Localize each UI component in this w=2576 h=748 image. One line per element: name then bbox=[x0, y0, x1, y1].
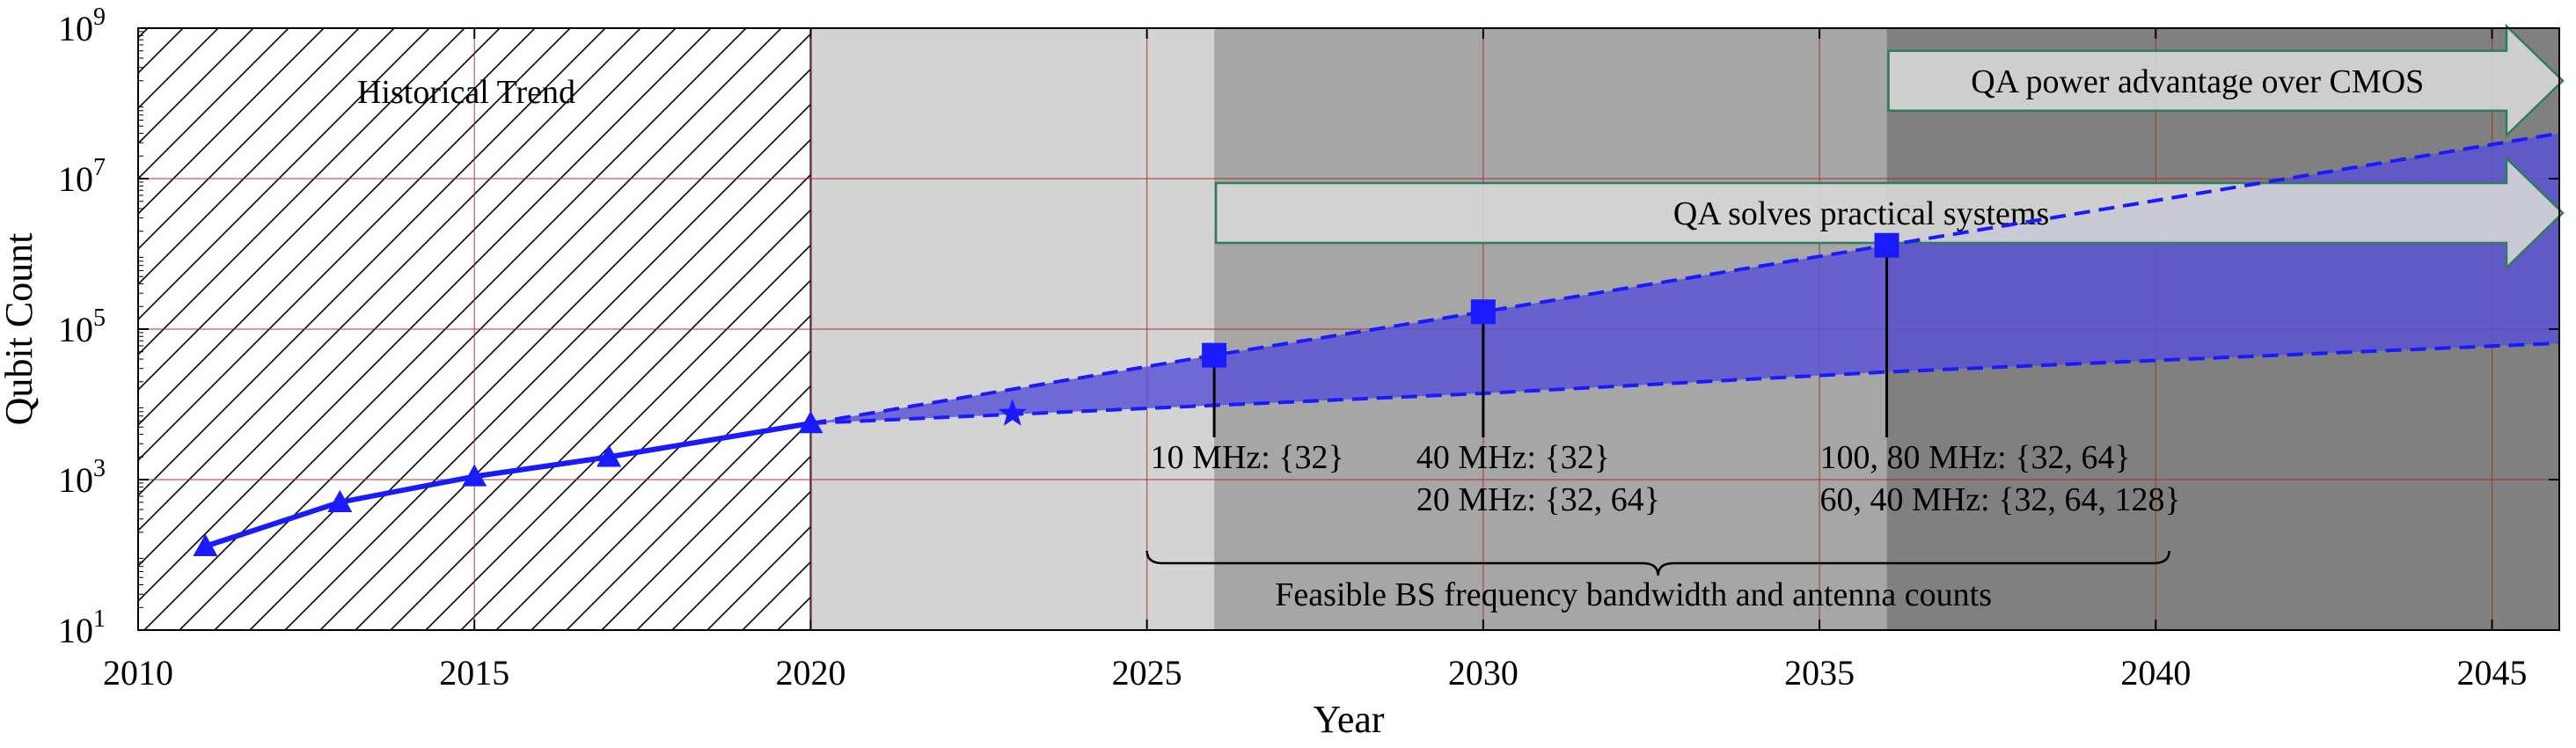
axis-ticks: 2010 2015 2020 2025 2030 2035 2040 2045 101 103 10… bbox=[58, 4, 2559, 693]
projection-band bbox=[810, 133, 2559, 424]
x-tick-label-2020: 2020 bbox=[775, 653, 845, 693]
x-tick-label-2030: 2030 bbox=[1448, 653, 1519, 693]
annotation-text-3-2: 60, 40 MHz: {32, 64, 128} bbox=[1820, 481, 2181, 518]
region-label-historical: Historical Trend bbox=[357, 74, 575, 111]
annotation-text-2-2: 20 MHz: {32, 64} bbox=[1416, 481, 1660, 518]
y-tick-label-5: 105 bbox=[58, 304, 106, 349]
marker-historical-2015 bbox=[462, 464, 487, 487]
marker-projection-upper-2026 bbox=[1202, 342, 1227, 368]
x-tick-label-2010: 2010 bbox=[103, 653, 173, 693]
y-tick-label-1: 101 bbox=[58, 605, 106, 650]
annotation-text-1-1: 10 MHz: {32} bbox=[1151, 439, 1344, 476]
marker-historical-2013 bbox=[327, 489, 353, 512]
x-tick-label-2025: 2025 bbox=[1112, 653, 1182, 693]
arrow-2 bbox=[1214, 156, 2565, 270]
brace-label: Feasible BS frequency bandwidth and ante… bbox=[1275, 576, 1992, 613]
arrow-label-1: QA power advantage over CMOS bbox=[1971, 63, 2424, 100]
arrow-label-2: QA solves practical systems bbox=[1673, 195, 2049, 232]
line-projection-lower bbox=[810, 341, 2559, 426]
x-tick-label-2045: 2045 bbox=[2457, 653, 2528, 693]
x-tick-label-2015: 2015 bbox=[439, 653, 509, 693]
projection-band-fill bbox=[810, 133, 2559, 424]
annotation-text-2-1: 40 MHz: {32} bbox=[1416, 439, 1610, 476]
x-tick-label-2040: 2040 bbox=[2120, 653, 2191, 693]
marker-projection-upper-2030 bbox=[1470, 299, 1496, 325]
marker-historical-2017 bbox=[596, 444, 622, 467]
line-projection-upper bbox=[810, 131, 2559, 426]
marker-historical-2011 bbox=[193, 533, 218, 556]
data-series bbox=[193, 131, 2559, 556]
marker-projection-upper-2036 bbox=[1874, 232, 1899, 258]
annotation-text-3-1: 100, 80 MHz: {32, 64} bbox=[1820, 439, 2131, 476]
y-tick-label-9: 109 bbox=[58, 4, 106, 48]
y-axis-label: Qubit Count bbox=[0, 233, 40, 426]
arrow-1 bbox=[1887, 23, 2565, 138]
marker-current-2023 bbox=[998, 399, 1027, 426]
x-axis-label: Year bbox=[1313, 698, 1384, 741]
y-tick-label-3: 103 bbox=[58, 455, 106, 500]
milestone-arrows: QA power advantage over CMOS QA solves pr… bbox=[1214, 23, 2565, 270]
x-tick-label-2035: 2035 bbox=[1784, 653, 1855, 693]
annotations: 10 MHz: {32} 40 MHz: {32} 20 MHz: {32, 64}… bbox=[1145, 257, 2181, 613]
y-tick-label-7: 107 bbox=[58, 154, 106, 199]
brace bbox=[1145, 550, 2170, 576]
